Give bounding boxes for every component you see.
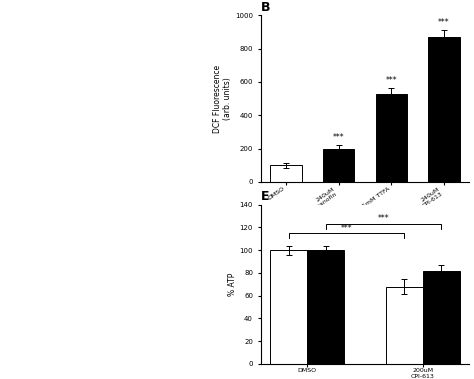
Bar: [307, 250, 344, 364]
Bar: [375, 94, 407, 182]
Bar: [423, 271, 460, 364]
Text: E: E: [261, 191, 269, 204]
Text: ***: ***: [438, 18, 450, 27]
Text: ***: ***: [378, 215, 389, 224]
Text: ***: ***: [333, 133, 345, 142]
Text: B: B: [261, 1, 270, 14]
Bar: [428, 37, 460, 182]
Bar: [270, 165, 302, 182]
Bar: [386, 287, 423, 364]
Y-axis label: % ATP: % ATP: [228, 273, 237, 296]
Text: ***: ***: [385, 76, 397, 85]
Bar: [270, 250, 307, 364]
Y-axis label: DCF Fluorescence
(arb. units): DCF Fluorescence (arb. units): [213, 64, 232, 133]
Text: ***: ***: [341, 224, 352, 233]
Bar: [323, 149, 355, 182]
